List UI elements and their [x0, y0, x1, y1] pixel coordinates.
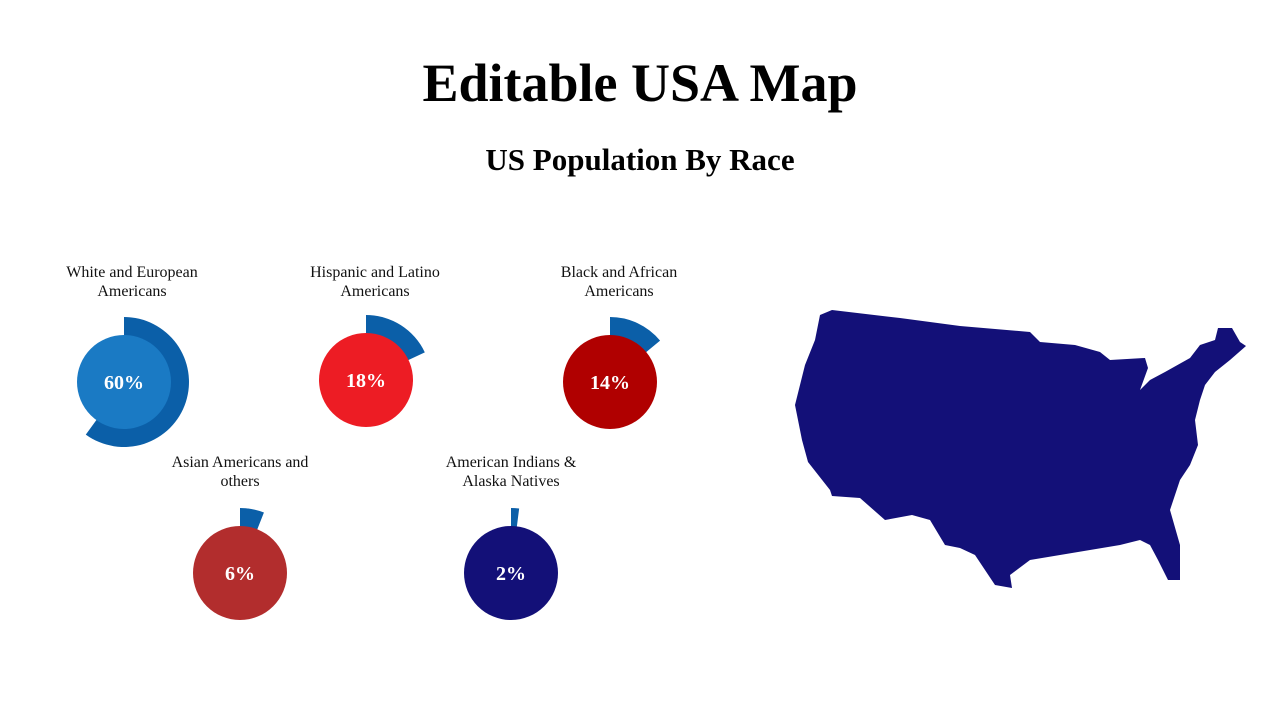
- value-label: 6%: [225, 563, 255, 585]
- title: Editable USA Map: [422, 53, 858, 113]
- ring-arc: [511, 507, 520, 530]
- ring-arc: [240, 508, 264, 533]
- item-label: American Indians & Alaska Natives: [445, 454, 577, 490]
- ring-arc: [85, 317, 189, 448]
- value-label: 14%: [590, 372, 630, 394]
- value-label: 2%: [496, 563, 526, 585]
- inner-circle: [563, 335, 657, 429]
- usa-map: [795, 310, 1246, 588]
- ring-arc: [610, 317, 661, 354]
- subtitle: US Population By Race: [485, 142, 795, 177]
- inner-circle: [77, 335, 171, 429]
- value-label: 18%: [346, 370, 386, 392]
- item-label: Black and African Americans: [560, 264, 678, 300]
- item-label: Hispanic and Latino Americans: [310, 264, 440, 300]
- value-label: 60%: [104, 372, 144, 394]
- inner-circle: [464, 526, 558, 620]
- item-label: Asian Americans and others: [171, 454, 309, 490]
- ring-arc: [366, 315, 425, 362]
- inner-circle: [319, 333, 413, 427]
- item-label: White and European Americans: [66, 264, 198, 300]
- inner-circle: [193, 526, 287, 620]
